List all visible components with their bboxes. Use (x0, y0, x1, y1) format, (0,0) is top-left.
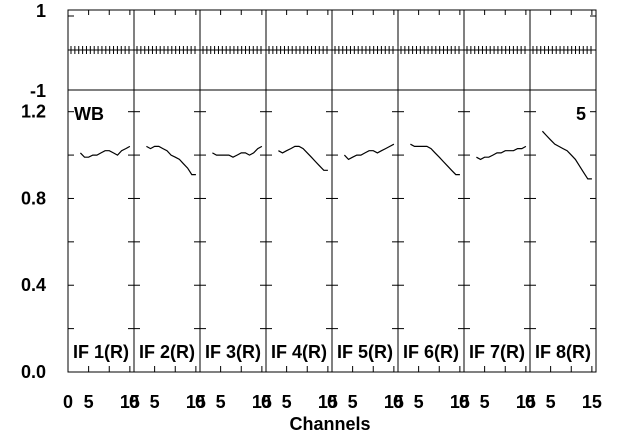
corner-label-right: 5 (576, 104, 586, 124)
x-tick-label: 5 (546, 392, 556, 412)
panel-label-if-5: IF 5(R) (337, 342, 393, 362)
x-tick-label: 15 (582, 392, 602, 412)
series-line-if-7 (476, 145, 527, 161)
top-y-tick-label: 1 (36, 1, 46, 21)
panel-label-if-6: IF 6(R) (403, 342, 459, 362)
top-y-tick-label: -1 (30, 81, 46, 101)
x-tick-label: 15 (450, 392, 470, 412)
x-tick-label: 0 (459, 392, 469, 412)
x-tick-label: 15 (384, 392, 404, 412)
x-tick-label: 15 (120, 392, 140, 412)
panel-label-if-1: IF 1(R) (73, 342, 129, 362)
x-tick-label: 0 (525, 392, 535, 412)
x-tick-label: 5 (216, 392, 226, 412)
bottom-y-tick-label: 0.4 (21, 275, 46, 295)
x-tick-label: 5 (348, 392, 358, 412)
corner-label-left: WB (74, 104, 104, 124)
x-tick-label: 5 (480, 392, 490, 412)
panel-label-if-7: IF 7(R) (469, 342, 525, 362)
panel-label-if-8: IF 8(R) (535, 342, 591, 362)
bottom-y-tick-label: 0.0 (21, 362, 46, 382)
x-tick-label: 5 (84, 392, 94, 412)
series-line-if-1 (79, 145, 131, 158)
series-line-if-6 (410, 143, 460, 176)
x-tick-label: 0 (63, 392, 73, 412)
panel-label-if-4: IF 4(R) (271, 342, 327, 362)
x-tick-label: 0 (195, 392, 205, 412)
data-series (68, 46, 596, 180)
x-tick-label: 15 (318, 392, 338, 412)
series-line-if-2 (146, 145, 196, 176)
x-tick-label: 0 (129, 392, 139, 412)
panel-frames (67, 9, 597, 373)
x-tick-label: 5 (282, 392, 292, 412)
panel-label-if-2: IF 2(R) (139, 342, 195, 362)
x-tick-label: 0 (327, 392, 337, 412)
chart-text: 1 -1 0.0 0.4 0.8 1.2 WB 5 IF 1(R) IF 2(R) IF 3(R) I… (21, 1, 602, 412)
x-tick-label: 15 (252, 392, 272, 412)
x-tick-label: 15 (186, 392, 206, 412)
panel-label-if-3: IF 3(R) (205, 342, 261, 362)
series-line-if-8 (541, 130, 592, 180)
series-line-if-3 (212, 145, 263, 158)
series-line-if-5 (343, 143, 395, 161)
x-axis-title: Channels (289, 414, 370, 434)
x-tick-label: 0 (393, 392, 403, 412)
x-tick-label: 15 (516, 392, 536, 412)
x-tick-label: 5 (414, 392, 424, 412)
bottom-y-tick-label: 1.2 (21, 102, 46, 122)
x-tick-label: 5 (150, 392, 160, 412)
x-tick-label: 0 (261, 392, 271, 412)
series-line-if-4 (278, 145, 328, 171)
bottom-y-tick-label: 0.8 (21, 188, 46, 208)
